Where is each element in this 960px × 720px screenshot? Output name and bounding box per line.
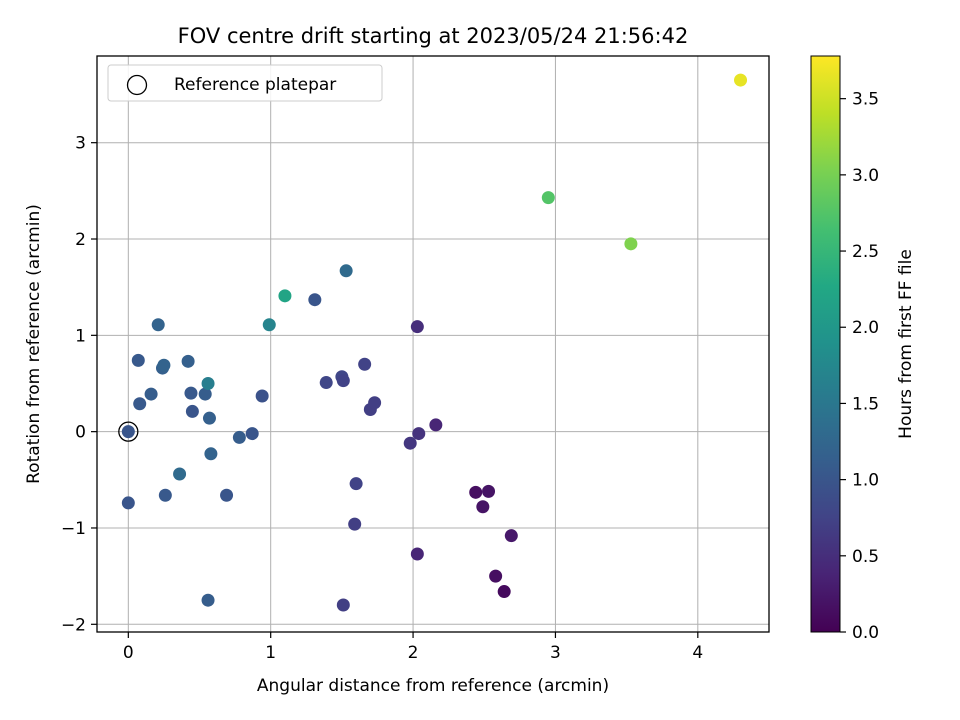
colorbar-tick-label: 0.0 (852, 623, 879, 643)
plot-frame (96, 55, 770, 633)
scatter-point (185, 404, 199, 418)
y-tick-label: 2 (75, 230, 86, 250)
colorbar-label: Hours from first FF file (896, 249, 916, 439)
scatter-point (308, 293, 322, 307)
y-tick-label: −2 (61, 615, 86, 635)
scatter-point (201, 593, 215, 607)
scatter-point (358, 357, 372, 371)
scatter-point (157, 358, 171, 372)
y-tick-label: −1 (61, 519, 86, 539)
scatter-point (181, 354, 195, 368)
y-tick-label: 3 (75, 134, 86, 154)
scatter-point (131, 353, 145, 367)
scatter-point (497, 585, 511, 599)
scatter-point (121, 496, 135, 510)
legend-box (107, 64, 383, 102)
x-tick-label: 3 (550, 643, 561, 663)
reference-marker (118, 421, 139, 442)
scatter-point (220, 488, 234, 502)
scatter-point (489, 569, 503, 583)
scatter-point (336, 374, 350, 388)
scatter-point (319, 376, 333, 390)
chart-title: FOV centre drift starting at 2023/05/24 … (178, 24, 689, 48)
grid (97, 56, 769, 632)
scatter-point (504, 529, 518, 543)
scatter-point (202, 411, 216, 425)
scatter-point (158, 488, 172, 502)
colorbar-tick-label: 2.5 (852, 242, 879, 262)
scatter-point (339, 264, 353, 278)
scatter-point (278, 289, 292, 303)
scatter-point (410, 547, 424, 561)
scatter-point (173, 467, 187, 481)
colorbar-tick-label: 1.5 (852, 394, 879, 414)
scatter-point (151, 318, 165, 332)
scatter-point (476, 500, 490, 514)
colorbar-tick-label: 1.0 (852, 471, 879, 491)
scatter-point (336, 598, 350, 612)
scatter-point (184, 386, 198, 400)
x-tick-label: 0 (123, 643, 134, 663)
colorbar-axis: 0.0 0.5 1.0 1.5 2.0 2.5 3.0 3.5 (840, 90, 879, 643)
legend-label: Reference platepar (174, 75, 336, 95)
scatter-point (541, 191, 555, 205)
colorbar-tick-label: 0.5 (852, 547, 879, 567)
scatter-point (469, 485, 483, 499)
x-axis: 0 1 2 3 4 (123, 632, 703, 663)
y-tick-label: 0 (75, 423, 86, 443)
colorbar-tick-label: 3.0 (852, 166, 879, 186)
scatter-point (368, 396, 382, 410)
x-tick-label: 4 (692, 643, 703, 663)
scatter-point (403, 436, 417, 450)
scatter-point (245, 427, 259, 441)
y-tick-label: 1 (75, 326, 86, 346)
scatter-point (482, 484, 496, 498)
data-points (121, 73, 748, 612)
scatter-point (410, 320, 424, 334)
scatter-point (734, 73, 748, 87)
scatter-point (262, 318, 276, 332)
x-axis-label: Angular distance from reference (arcmin) (257, 676, 609, 696)
scatter-point (201, 376, 215, 390)
scatter-point (412, 427, 426, 441)
legend-marker (126, 74, 148, 96)
x-tick-label: 2 (408, 643, 419, 663)
x-tick-label: 1 (265, 643, 276, 663)
scatter-point (429, 418, 443, 432)
colorbar (810, 55, 841, 633)
scatter-point (349, 477, 363, 491)
scatter-point (232, 430, 246, 444)
scatter-point (348, 517, 362, 531)
scatter-point (198, 387, 212, 401)
scatter-point (133, 397, 147, 411)
scatter-point (204, 447, 218, 461)
colorbar-tick-label: 2.0 (852, 318, 879, 338)
scatter-point (624, 237, 638, 251)
scatter-point (121, 425, 135, 439)
y-axis: −2 −1 0 1 2 3 (61, 134, 97, 635)
legend: Reference platepar (107, 64, 383, 102)
reference-platepar-marker (118, 421, 139, 442)
scatter-point (144, 387, 158, 401)
scatter-point (255, 389, 269, 403)
colorbar-tick-label: 3.5 (852, 90, 879, 110)
y-axis-label: Rotation from reference (arcmin) (24, 204, 44, 484)
